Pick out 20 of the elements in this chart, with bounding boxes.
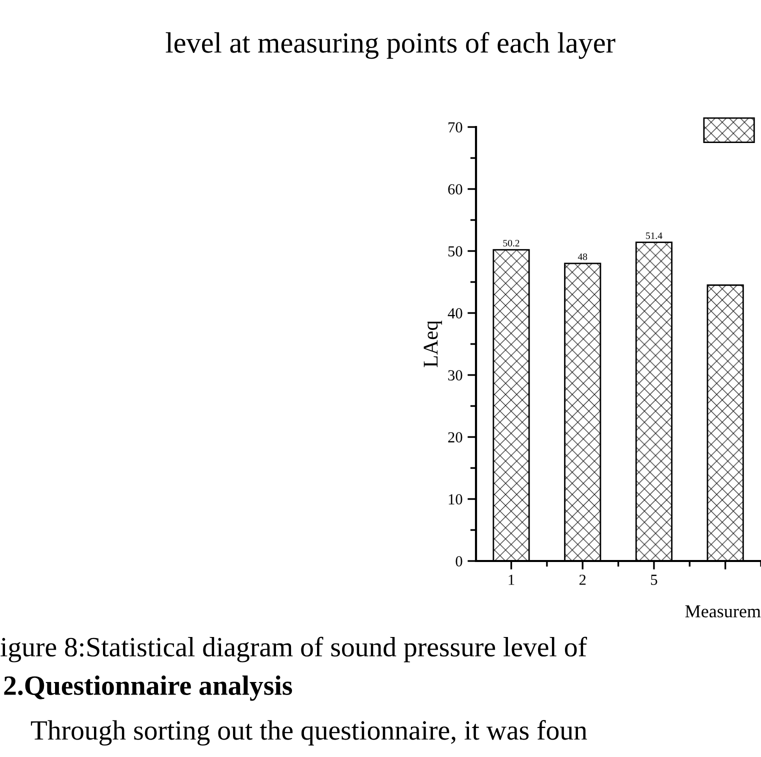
text: Through sorting out the questionnaire, it was foun <box>30 720 588 746</box>
data-label: 48 <box>578 253 588 260</box>
y-tick-label: 60 <box>448 184 462 194</box>
x-tick-label: 2 <box>579 574 586 585</box>
y-tick-label: 50 <box>448 246 462 256</box>
y-tick-label: 20 <box>448 432 462 442</box>
y-tick-label: 70 <box>448 122 462 132</box>
x-tick-label: 1 <box>508 574 514 585</box>
y-tick-label: 40 <box>448 308 462 318</box>
x-axis-title: Measurem <box>685 605 761 618</box>
data-label: 50.2 <box>503 240 520 246</box>
x-tick-label: 5 <box>651 574 658 585</box>
text: 2.Questionnaire analysis <box>4 675 292 701</box>
y-tick-label: 0 <box>456 556 462 566</box>
data-label: 51.4 <box>646 232 662 240</box>
y-tick-label: 30 <box>448 370 462 380</box>
y-tick-label: 10 <box>448 494 462 504</box>
chart-title: level at measuring points of each layer <box>166 32 616 59</box>
y-axis-title: LAeq <box>424 320 442 368</box>
text: igure 8:Statistical diagram of sound pressure level of <box>0 636 588 662</box>
